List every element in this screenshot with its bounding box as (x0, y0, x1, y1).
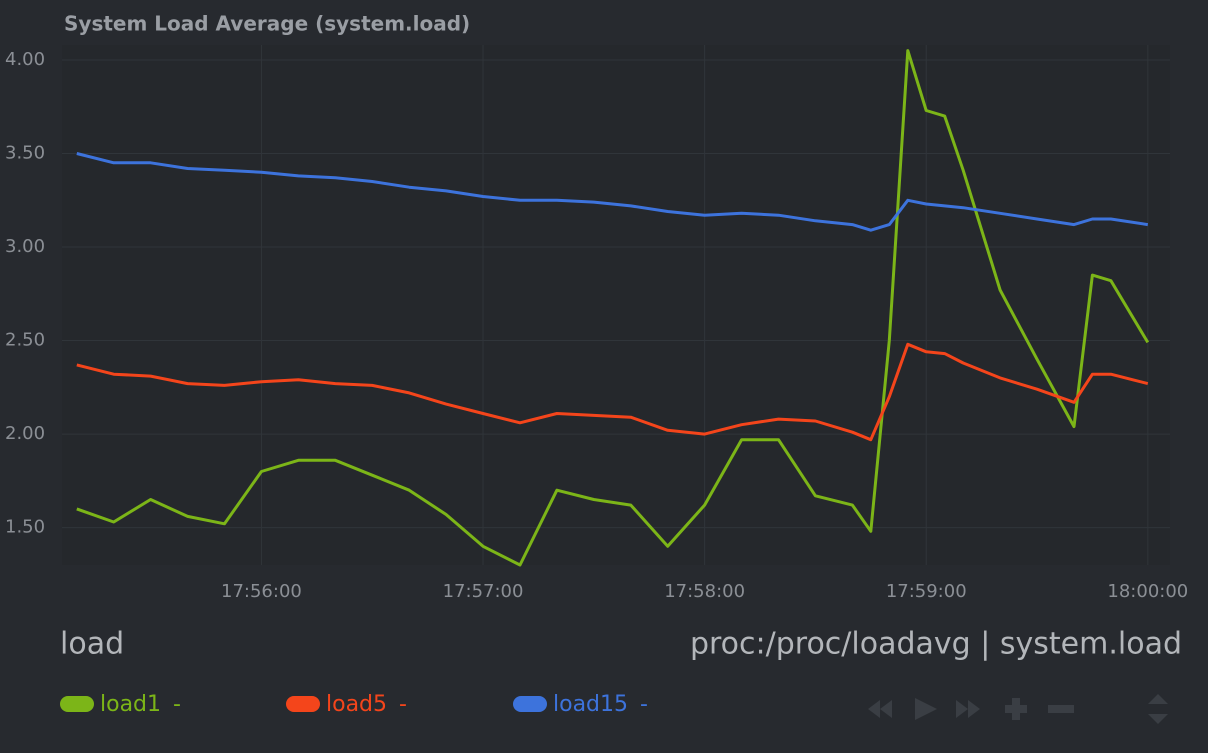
y-tick-label: 3.50 (5, 142, 45, 163)
x-tick-label: 18:00:00 (1107, 581, 1188, 602)
y-tick-label: 4.00 (5, 49, 45, 70)
y-tick-label: 2.00 (5, 423, 45, 444)
source-label: proc:/proc/loadavg | system.load (690, 627, 1182, 662)
x-tick-label: 17:58:00 (664, 581, 745, 602)
chart-title: System Load Average (system.load) (64, 12, 470, 36)
forward-button[interactable] (956, 700, 980, 718)
legend-swatch (513, 696, 547, 712)
legend-item[interactable]: load15- (513, 692, 648, 717)
rewind-button[interactable] (868, 700, 892, 718)
series-line (76, 152, 1149, 232)
legend-item[interactable]: load1- (60, 692, 181, 717)
zoom-in-button[interactable] (1005, 698, 1027, 720)
x-tick-label: 17:59:00 (886, 581, 967, 602)
y-tick-label: 1.50 (5, 517, 45, 538)
legend-label: load1 (100, 692, 161, 717)
series-line (76, 342, 1149, 442)
resize-button[interactable] (1148, 694, 1168, 724)
series-line (76, 49, 1150, 567)
toolbar (868, 694, 1168, 724)
zoom-out-button[interactable] (1048, 705, 1074, 713)
legend-item[interactable]: load5- (286, 692, 407, 717)
plot-area (62, 45, 1170, 565)
legend-swatch (286, 696, 320, 712)
play-button[interactable] (915, 698, 937, 720)
legend-label: load5 (326, 692, 387, 717)
legend-value: - (640, 692, 648, 717)
legend-value: - (173, 692, 181, 717)
legend-value: - (399, 692, 407, 717)
legend-label: load15 (553, 692, 628, 717)
x-tick-label: 17:56:00 (221, 581, 302, 602)
y-tick-label: 3.00 (5, 236, 45, 257)
y-tick-label: 2.50 (5, 330, 45, 351)
units-label: load (60, 627, 124, 662)
legend-swatch (60, 696, 94, 712)
x-tick-label: 17:57:00 (443, 581, 524, 602)
